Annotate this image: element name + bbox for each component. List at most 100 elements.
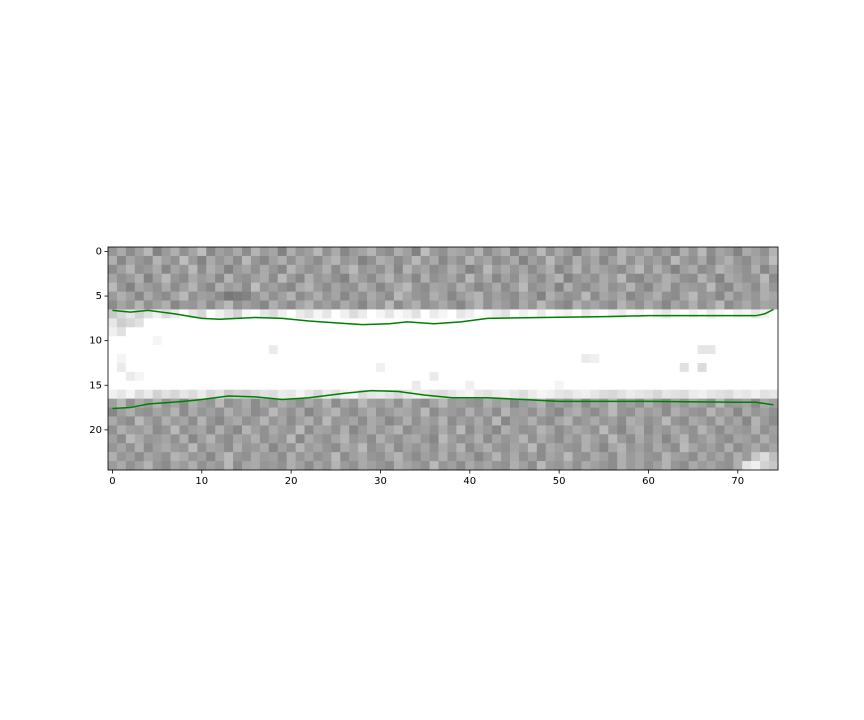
- pixel: [474, 452, 484, 462]
- pixel: [545, 300, 556, 310]
- pixel: [250, 416, 261, 426]
- pixel: [143, 389, 154, 400]
- pixel: [510, 327, 520, 337]
- pixel: [661, 291, 672, 301]
- pixel: [108, 300, 118, 310]
- pixel: [688, 425, 698, 435]
- pixel: [125, 327, 136, 337]
- pixel: [286, 255, 296, 266]
- pixel: [376, 452, 386, 462]
- pixel: [233, 282, 243, 292]
- pixel: [742, 425, 752, 435]
- pixel: [411, 443, 422, 453]
- pixel: [420, 247, 430, 257]
- pixel: [108, 407, 118, 417]
- pixel: [599, 443, 609, 453]
- pixel: [411, 273, 422, 284]
- pixel: [492, 443, 502, 453]
- pixel: [706, 362, 716, 373]
- pixel: [224, 416, 234, 426]
- pixel: [322, 452, 332, 462]
- pixel: [751, 443, 761, 453]
- pixel: [286, 371, 296, 382]
- pixel: [661, 300, 672, 310]
- pixel: [170, 452, 180, 462]
- pixel: [447, 255, 457, 266]
- pixel: [456, 407, 466, 417]
- pixel: [670, 247, 681, 257]
- pixel: [331, 380, 341, 391]
- pixel: [340, 300, 350, 310]
- pixel: [527, 264, 538, 275]
- pixel: [376, 416, 386, 426]
- pixel: [670, 327, 681, 337]
- pixel: [224, 461, 234, 471]
- pixel: [679, 336, 690, 346]
- pixel: [751, 282, 761, 292]
- pixel: [688, 309, 698, 319]
- pixel: [376, 345, 386, 355]
- pixel: [581, 389, 591, 400]
- pixel: [697, 362, 707, 373]
- pixel: [572, 300, 582, 310]
- pixel: [644, 264, 654, 275]
- pixel: [724, 273, 734, 284]
- pixel: [286, 443, 296, 453]
- pixel: [617, 407, 627, 417]
- pixel: [340, 452, 350, 462]
- pixel: [429, 398, 439, 408]
- pixel: [242, 362, 252, 373]
- pixel: [367, 336, 377, 346]
- pixel: [644, 336, 654, 346]
- pixel: [590, 345, 600, 355]
- pixel: [483, 345, 493, 355]
- pixel: [652, 371, 663, 382]
- pixel: [233, 291, 243, 301]
- pixel: [224, 282, 234, 292]
- pixel: [197, 336, 207, 346]
- pixel: [599, 371, 609, 382]
- pixel: [322, 434, 332, 444]
- pixel: [429, 362, 439, 373]
- pixel: [751, 318, 761, 328]
- pixel: [670, 354, 681, 364]
- pixel: [554, 264, 564, 275]
- pixel: [358, 300, 368, 310]
- pixel: [679, 452, 690, 462]
- pixel: [545, 425, 556, 435]
- pixel: [108, 309, 118, 319]
- pixel: [233, 461, 243, 471]
- pixel: [402, 416, 413, 426]
- pixel: [259, 300, 270, 310]
- pixel: [411, 327, 422, 337]
- pixel: [295, 327, 305, 337]
- pixel: [331, 327, 341, 337]
- pixel: [769, 371, 779, 382]
- pixel: [688, 416, 698, 426]
- pixel: [295, 461, 305, 471]
- pixel: [626, 425, 636, 435]
- pixel: [536, 282, 547, 292]
- pixel: [670, 282, 681, 292]
- pixel: [724, 425, 734, 435]
- pixel: [331, 452, 341, 462]
- pixel: [599, 416, 609, 426]
- pixel: [250, 282, 261, 292]
- pixel: [349, 434, 359, 444]
- pixel: [456, 380, 466, 391]
- pixel: [599, 461, 609, 471]
- pixel: [286, 273, 296, 284]
- pixel: [411, 425, 422, 435]
- pixel: [411, 371, 422, 382]
- pixel: [286, 452, 296, 462]
- pixel: [215, 291, 225, 301]
- pixel: [384, 282, 395, 292]
- pixel: [626, 255, 636, 266]
- pixel: [527, 416, 538, 426]
- pixel: [590, 291, 600, 301]
- pixel: [697, 443, 707, 453]
- pixel: [652, 336, 663, 346]
- pixel: [456, 291, 466, 301]
- pixel: [572, 407, 582, 417]
